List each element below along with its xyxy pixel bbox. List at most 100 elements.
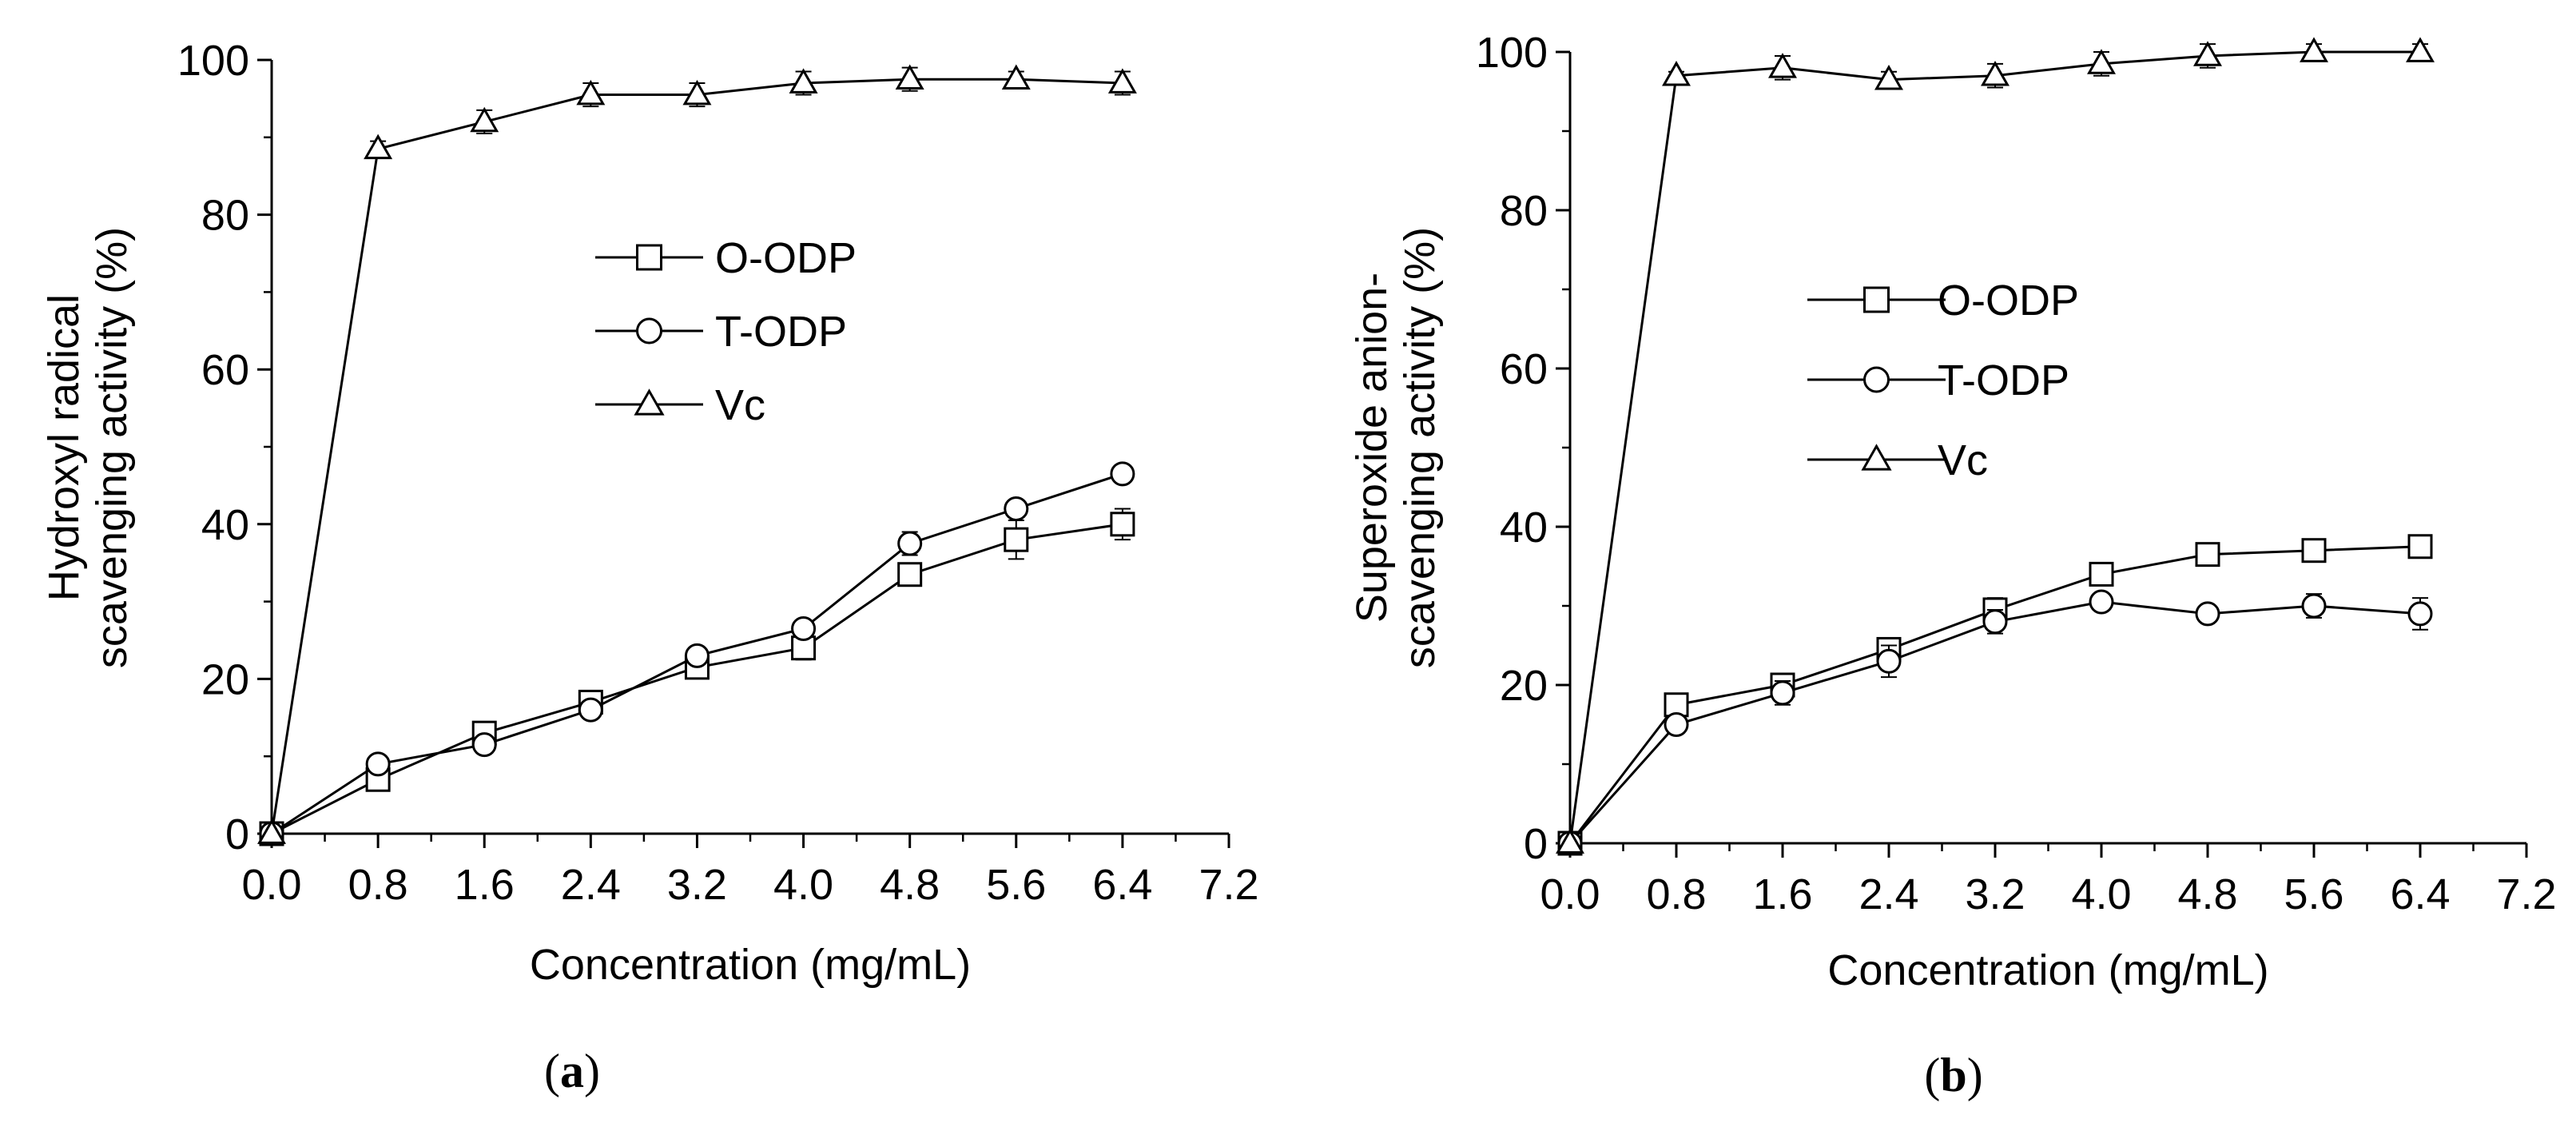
- series-o-odp: [259, 508, 1135, 846]
- data-point: [2406, 37, 2435, 62]
- x-axis-title: Concentration (mg/mL): [1827, 946, 2268, 994]
- chart-panel-a: 0.0 0.8 1.6 2.4 3.2 4.0 4.8 5.6 6.4 7.2 0 20 40 60 80 1…: [40, 37, 1259, 1097]
- y-tick-label: 80: [201, 192, 249, 240]
- y-axis-title-line: scavenging activity (%): [88, 227, 136, 668]
- data-point: [1107, 68, 1137, 94]
- data-point: [897, 562, 923, 587]
- x-tick-label: 1.6: [1752, 870, 1812, 918]
- x-tick-label: 4.0: [2071, 870, 2131, 918]
- data-point: [257, 818, 286, 844]
- data-point: [578, 697, 603, 723]
- x-tick-label: 4.8: [2177, 870, 2237, 918]
- y-tick-label: 60: [201, 346, 249, 394]
- x-tick-label: 2.4: [561, 861, 621, 909]
- y-axis-title-line: Superoxide anion-: [1348, 273, 1396, 623]
- data-point: [789, 68, 818, 94]
- y-tick-label: 100: [177, 37, 249, 85]
- legend-label: Vc: [1938, 436, 1988, 484]
- y-tick-label: 20: [201, 655, 249, 703]
- y-tick-label: 20: [1500, 662, 1548, 710]
- legend: O-ODP T-ODP Vc: [1807, 277, 2079, 484]
- y-tick-label: 40: [201, 501, 249, 549]
- x-tick-label: 4.8: [880, 861, 940, 909]
- legend: O-ODP T-ODP Vc: [595, 234, 857, 429]
- y-tick-label: 40: [1500, 504, 1548, 552]
- data-point: [1770, 680, 1795, 706]
- x-tick-label: 0.0: [241, 861, 301, 909]
- data-point: [576, 79, 606, 106]
- x-tick-label: 3.2: [667, 861, 727, 909]
- data-point: [1981, 61, 2010, 86]
- data-point: [895, 64, 924, 90]
- data-point: [1876, 648, 1902, 674]
- series-t-odp: [259, 461, 1135, 846]
- data-point: [897, 531, 923, 556]
- data-point: [2089, 589, 2114, 615]
- data-point: [2087, 49, 2116, 74]
- x-tick-label: 4.0: [773, 861, 833, 909]
- legend-label: O-ODP: [1938, 277, 2079, 325]
- x-tick-label: 5.6: [2284, 870, 2343, 918]
- data-point: [2089, 561, 2114, 587]
- series-line: [1568, 50, 2420, 844]
- legend-label: T-ODP: [1938, 356, 2069, 404]
- data-point: [470, 106, 499, 133]
- series-o-odp: [1557, 534, 2433, 856]
- data-point: [1556, 828, 1584, 854]
- series-line: [1568, 545, 2421, 844]
- legend-marker: [1861, 444, 1892, 471]
- data-point: [2195, 601, 2220, 627]
- x-tick-label: 6.4: [1092, 861, 1152, 909]
- series-line: [1568, 600, 2421, 845]
- data-point: [682, 79, 712, 106]
- legend-marker: [1863, 366, 1890, 393]
- legend-marker: [636, 317, 662, 344]
- x-tick-label: 3.2: [1965, 870, 2025, 918]
- data-point: [364, 133, 393, 160]
- legend-marker: [636, 244, 662, 271]
- data-point: [1768, 53, 1797, 78]
- chart-panel-b: 0.0 0.8 1.6 2.4 3.2 4.0 4.8 5.6 6.4 7.2 0 20 40 60 80 1…: [1348, 29, 2557, 1101]
- data-point: [1004, 527, 1029, 552]
- y-tick-label: 80: [1500, 187, 1548, 235]
- data-point: [2407, 601, 2433, 627]
- x-tick-label: 5.6: [986, 861, 1046, 909]
- data-point: [365, 751, 391, 777]
- data-point: [1662, 61, 1691, 86]
- panel-label: (b): [1924, 1049, 1982, 1101]
- data-point: [1110, 461, 1135, 487]
- x-tick-label: 0.8: [1646, 870, 1706, 918]
- x-tick-label: 0.8: [348, 861, 408, 909]
- series-vc: [257, 64, 1137, 844]
- data-point: [2195, 542, 2220, 568]
- legend-marker: [634, 388, 665, 416]
- data-point: [1664, 712, 1689, 737]
- data-point: [1110, 512, 1135, 537]
- y-tick-label: 0: [225, 810, 249, 858]
- y-tick-label: 0: [1524, 820, 1548, 868]
- data-point: [1874, 65, 1903, 90]
- x-tick-label: 1.6: [455, 861, 515, 909]
- series-line: [270, 78, 1123, 834]
- y-axis-title-line: scavenging activity (%): [1396, 227, 1444, 668]
- legend-marker: [1863, 286, 1890, 313]
- x-tick-label: 6.4: [2390, 870, 2450, 918]
- data-point: [2300, 37, 2328, 62]
- x-tick-label: 7.2: [1199, 861, 1258, 909]
- series-vc: [1556, 37, 2435, 854]
- x-tick-label: 0.0: [1540, 870, 1600, 918]
- y-tick-label: 100: [1476, 29, 1548, 77]
- data-point: [2301, 593, 2327, 619]
- y-axis-title-line: Hydroxyl radical: [40, 294, 88, 601]
- data-point: [1001, 64, 1031, 90]
- data-point: [1004, 496, 1029, 521]
- legend-label: Vc: [715, 381, 765, 429]
- data-point: [471, 732, 497, 758]
- data-point: [684, 643, 710, 668]
- data-point: [2193, 41, 2222, 66]
- x-tick-label: 7.2: [2496, 870, 2556, 918]
- data-point: [2301, 538, 2327, 564]
- data-point: [1982, 609, 2008, 635]
